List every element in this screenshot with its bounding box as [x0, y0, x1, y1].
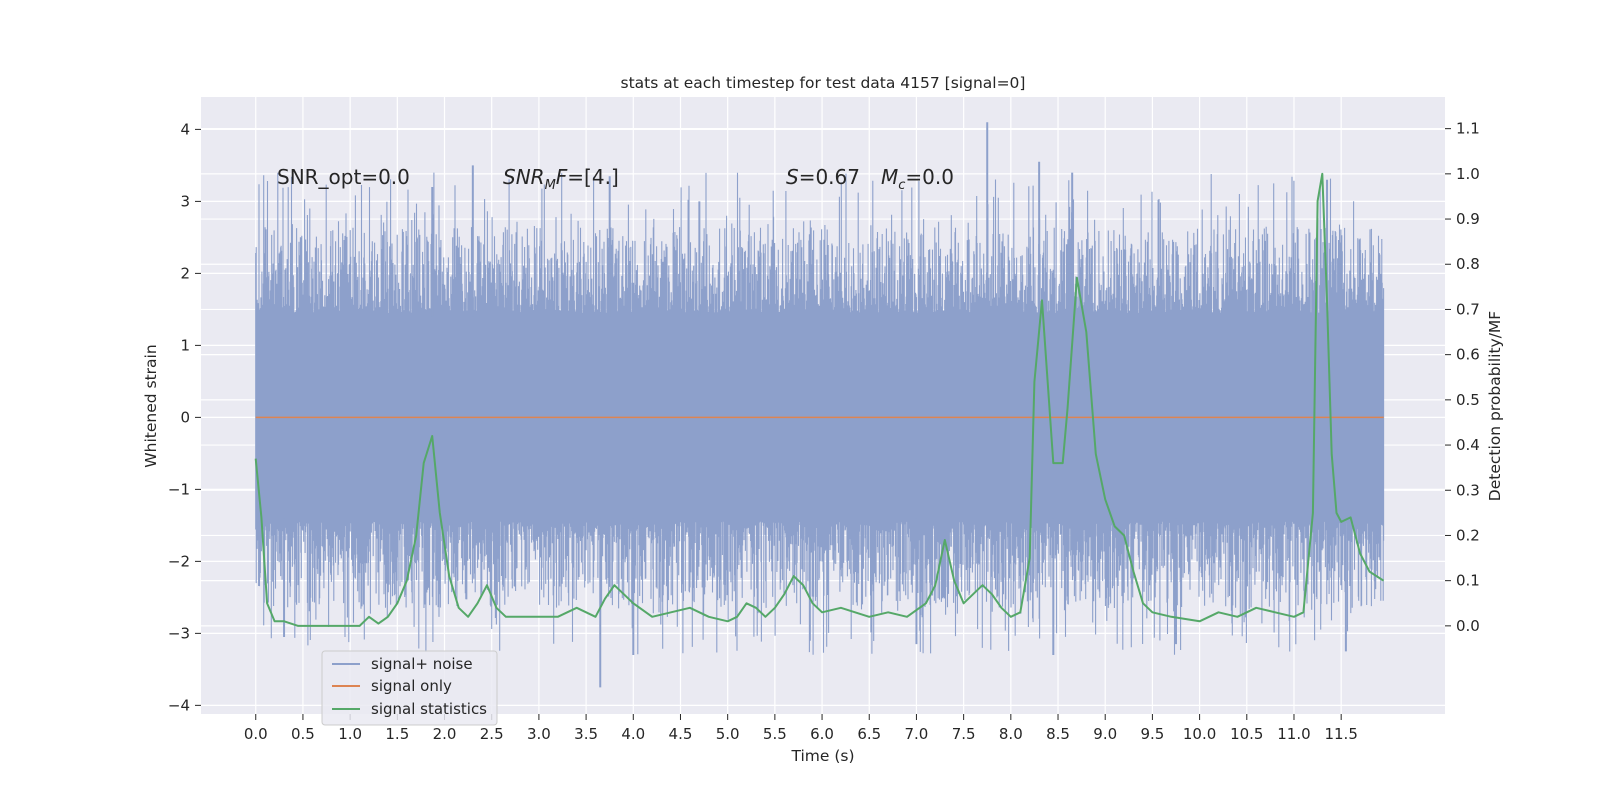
x-tick-label-4: 2.0: [433, 725, 457, 743]
mc-var: M: [881, 165, 898, 189]
y-tick-label-5: 1: [180, 336, 190, 354]
y2-tick-label-0: 0.0: [1456, 617, 1480, 635]
y-tick-label-0: −4: [168, 696, 190, 714]
annotation-snr-opt: SNR_opt=0.0: [277, 165, 410, 189]
x-tick-label-14: 7.0: [905, 725, 929, 743]
signal-statistics-series: [254, 172, 1385, 627]
snr-mf-var: F: [556, 165, 568, 189]
x-axis-ticks: 0.0 0.5 1.0 1.5 2.0 2.5 3.0 3.5 4.0 4.5 5.0 5.5 6.0 6…: [244, 714, 1358, 743]
x-tick-label-2: 1.0: [338, 725, 362, 743]
y2-tick-label-1: 0.1: [1456, 572, 1480, 590]
y2-tick-label-9: 0.9: [1456, 210, 1480, 228]
x-tick-label-20: 10.0: [1183, 725, 1216, 743]
x-tick-label-11: 5.5: [763, 725, 787, 743]
x-tick-label-1: 0.5: [291, 725, 315, 743]
x-tick-label-0: 0.0: [244, 725, 268, 743]
y2-tick-label-6: 0.6: [1456, 346, 1480, 364]
annotation-snr-opt-text: SNR_opt=0.0: [277, 165, 410, 189]
x-tick-label-13: 6.5: [857, 725, 881, 743]
snr-mf-main: SNR: [503, 165, 545, 189]
y2-tick-label-11: 1.1: [1456, 120, 1480, 138]
snr-mf-sub: M: [545, 178, 556, 193]
mc-sub: c: [898, 178, 905, 193]
y2-axis-ticks: 0.0 0.1 0.2 0.3 0.4 0.5 0.6 0.7 0.8 0.9 1.0 1.1: [1445, 120, 1480, 635]
x-tick-label-21: 10.5: [1230, 725, 1263, 743]
legend-box: [321, 650, 498, 726]
annotation-snr-mf: SNRMF=[4.]: [503, 165, 619, 193]
x-tick-label-7: 3.5: [574, 725, 598, 743]
y-tick-label-1: −3: [168, 624, 190, 642]
legend: signal+ noise signal only signal statist…: [321, 650, 498, 726]
legend-label-noise: signal+ noise: [371, 655, 473, 673]
x-tick-label-15: 7.5: [952, 725, 976, 743]
y2-tick-label-7: 0.7: [1456, 300, 1480, 318]
y2-tick-label-4: 0.4: [1456, 436, 1480, 454]
annotation-s: S=0.67: [786, 165, 860, 189]
x-tick-label-19: 9.5: [1140, 725, 1164, 743]
y-tick-label-2: −2: [168, 552, 190, 570]
x-tick-label-6: 3.0: [527, 725, 551, 743]
x-tick-label-5: 2.5: [480, 725, 504, 743]
x-tick-label-18: 9.0: [1093, 725, 1117, 743]
legend-label-signal-only: signal only: [371, 677, 452, 695]
s-var: S: [786, 165, 799, 189]
y-tick-label-7: 3: [180, 192, 190, 210]
signal-statistics-line: [254, 172, 1385, 627]
annotation-mc: Mc=0.0: [881, 165, 954, 193]
y-axis-label: Whitened strain: [142, 344, 160, 467]
y2-axis-label: Detection probability/MF: [1486, 311, 1504, 502]
y-tick-label-8: 4: [180, 120, 190, 138]
x-tick-label-8: 4.0: [621, 725, 645, 743]
snr-mf-value: =[4.]: [567, 165, 618, 189]
x-tick-label-17: 8.5: [1046, 725, 1070, 743]
s-value: =0.67: [799, 165, 860, 189]
y2-tick-label-8: 0.8: [1456, 255, 1480, 273]
x-tick-label-16: 8.0: [999, 725, 1023, 743]
y-tick-label-3: −1: [168, 480, 190, 498]
mc-value: =0.0: [905, 165, 954, 189]
x-tick-label-10: 5.0: [716, 725, 740, 743]
x-tick-label-12: 6.0: [810, 725, 834, 743]
legend-label-statistics: signal statistics: [371, 700, 487, 718]
x-tick-label-3: 1.5: [385, 725, 409, 743]
y-axis-ticks: −4 −3 −2 −1 0 1 2 3 4: [168, 120, 201, 714]
chart-title: stats at each timestep for test data 415…: [621, 74, 1026, 92]
y2-tick-label-3: 0.3: [1456, 481, 1480, 499]
x-tick-label-22: 11.0: [1277, 725, 1310, 743]
y2-tick-label-10: 1.0: [1456, 165, 1480, 183]
x-tick-label-23: 11.5: [1324, 725, 1357, 743]
y-tick-label-4: 0: [180, 408, 190, 426]
y2-tick-label-5: 0.5: [1456, 391, 1480, 409]
y2-tick-label-2: 0.2: [1456, 526, 1480, 544]
y-tick-label-6: 2: [180, 264, 190, 282]
x-tick-label-9: 4.5: [669, 725, 693, 743]
x-axis-label: Time (s): [790, 747, 854, 765]
